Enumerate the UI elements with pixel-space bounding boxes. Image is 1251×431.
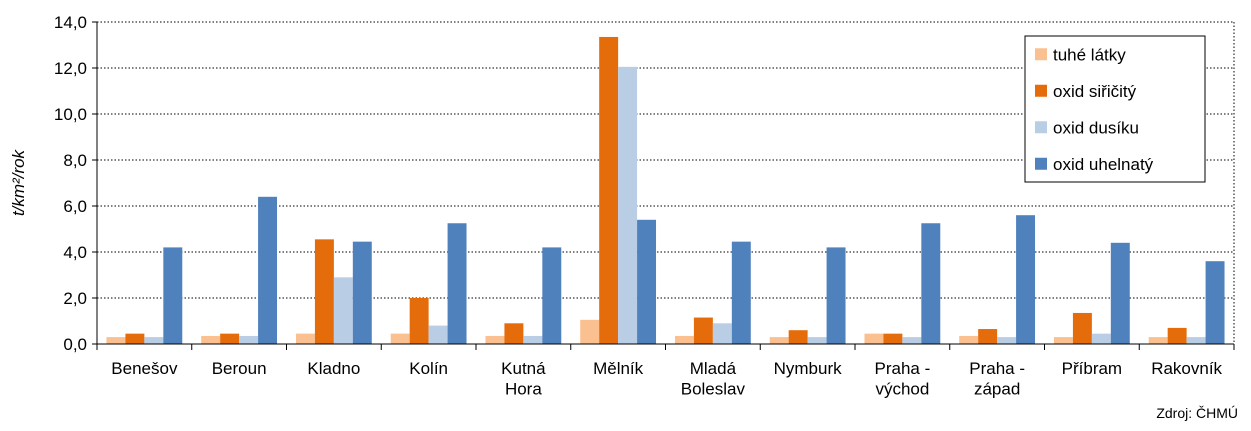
bar [807, 337, 827, 344]
bar [239, 335, 259, 344]
bar [409, 298, 429, 344]
legend-swatch [1035, 84, 1047, 97]
y-tick-label: 12,0 [54, 59, 87, 78]
bar [504, 323, 524, 344]
y-axis-label: t/km²/rok [9, 148, 28, 216]
bar [352, 241, 372, 344]
bar [618, 66, 638, 344]
bar [580, 319, 600, 344]
bar [902, 337, 922, 344]
bar [295, 333, 315, 344]
legend-label: oxid uhelnatý [1053, 155, 1154, 174]
x-tick-label: Praha -západ [969, 359, 1025, 398]
bar [1167, 327, 1187, 344]
bar [201, 335, 221, 344]
y-tick-label: 4,0 [63, 243, 87, 262]
bar [959, 335, 979, 344]
bar [921, 223, 941, 344]
bar [997, 337, 1017, 344]
bar [314, 239, 334, 344]
legend-swatch [1035, 157, 1047, 170]
bar [220, 333, 240, 344]
bar [637, 219, 657, 344]
bar [542, 247, 562, 344]
bar [1205, 261, 1225, 344]
bar [1072, 312, 1092, 344]
y-tick-label: 2,0 [63, 289, 87, 308]
bar [1091, 333, 1111, 344]
bar [428, 325, 448, 344]
legend-swatch [1035, 48, 1047, 61]
bar [1148, 337, 1168, 344]
x-tick-label: Mělník [593, 359, 644, 378]
bar [1016, 215, 1036, 344]
bar [731, 241, 751, 344]
bar [447, 223, 467, 344]
legend-label: tuhé látky [1053, 45, 1126, 64]
bar [333, 277, 353, 344]
y-tick-label: 8,0 [63, 151, 87, 170]
bar [674, 335, 694, 344]
x-tick-label: Praha -východ [875, 359, 931, 398]
x-tick-label: Rakovník [1151, 359, 1222, 378]
x-tick-label: Nymburk [774, 359, 843, 378]
bar [1110, 242, 1130, 344]
bar [523, 335, 543, 344]
y-tick-label: 0,0 [63, 335, 87, 354]
y-tick-label: 14,0 [54, 13, 87, 32]
bar [826, 247, 846, 344]
bar [1053, 337, 1073, 344]
bar [599, 36, 619, 344]
x-tick-label: Kladno [307, 359, 360, 378]
bar [769, 337, 789, 344]
bar [883, 333, 903, 344]
bar [864, 333, 884, 344]
x-tick-label: Příbram [1062, 359, 1122, 378]
bar [485, 335, 505, 344]
bar [258, 196, 278, 344]
legend-box [1024, 35, 1206, 183]
bar [1186, 337, 1206, 344]
x-tick-label: Kolín [409, 359, 448, 378]
x-tick-label: Beroun [212, 359, 267, 378]
bar [978, 329, 998, 344]
y-tick-label: 10,0 [54, 105, 87, 124]
x-tick-label: Kutná Hora [501, 359, 546, 398]
legend-label: oxid siřičitý [1053, 82, 1137, 101]
bar [390, 333, 410, 344]
bar [125, 333, 145, 344]
legend-label: oxid dusíku [1053, 118, 1139, 137]
bar [163, 247, 183, 344]
bar [712, 323, 732, 344]
legend-swatch [1035, 121, 1047, 134]
bar [693, 317, 713, 344]
bar [144, 337, 164, 344]
source: Zdroj: ČHMÚ [1156, 405, 1238, 421]
y-tick-label: 6,0 [63, 197, 87, 216]
x-tick-label: Mladá Boleslav [681, 359, 746, 398]
bar [788, 330, 808, 344]
bar [106, 337, 126, 344]
x-tick-label: Benešov [111, 359, 178, 378]
